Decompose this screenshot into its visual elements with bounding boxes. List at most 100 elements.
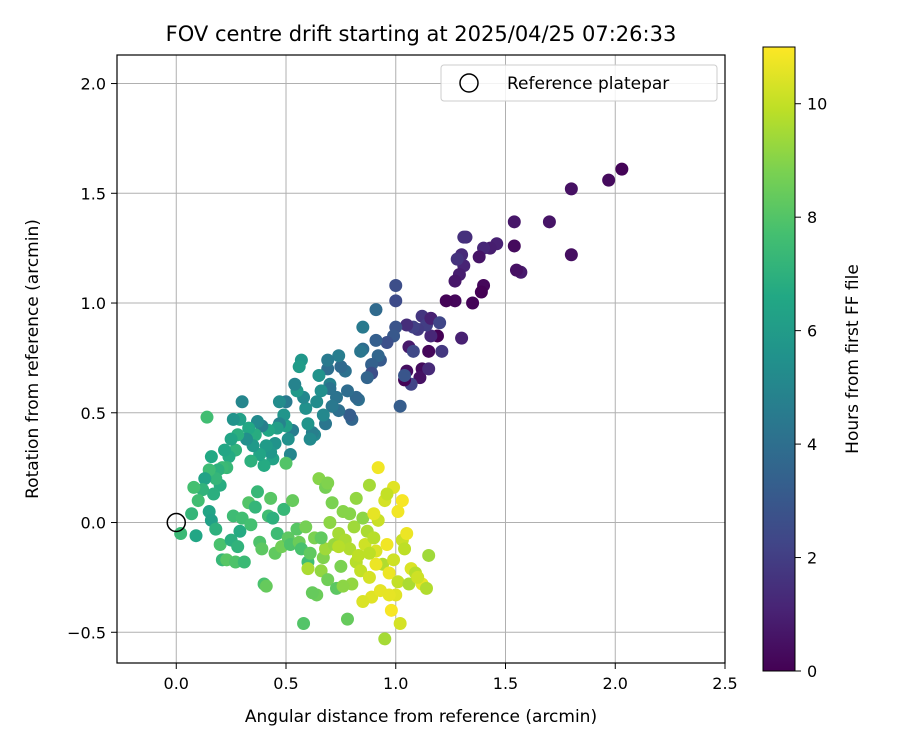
- data-point: [336, 579, 350, 593]
- data-point: [200, 410, 214, 424]
- data-point: [433, 316, 447, 330]
- data-point: [362, 546, 376, 560]
- x-tick-label: 1.5: [493, 674, 518, 693]
- data-point: [343, 408, 357, 422]
- data-point: [279, 456, 293, 470]
- data-point: [218, 443, 232, 457]
- data-point: [393, 399, 407, 413]
- data-point: [391, 575, 405, 589]
- data-point: [332, 540, 346, 554]
- data-point: [259, 579, 273, 593]
- data-point: [264, 491, 278, 505]
- y-tick-label: 1.5: [81, 184, 106, 203]
- data-point: [411, 570, 425, 584]
- data-point: [395, 494, 409, 508]
- colorbar-tick-label: 10: [807, 95, 827, 114]
- data-point: [509, 263, 523, 277]
- data-point: [435, 344, 449, 358]
- data-point: [406, 344, 420, 358]
- plot-frame: [116, 54, 726, 664]
- data-point: [321, 573, 335, 587]
- data-point: [305, 586, 319, 600]
- data-point: [340, 612, 354, 626]
- data-point: [244, 454, 258, 468]
- data-point: [316, 408, 330, 422]
- data-point: [314, 531, 328, 545]
- data-point: [340, 384, 354, 398]
- data-point: [362, 478, 376, 492]
- data-point: [389, 278, 403, 292]
- data-point: [235, 395, 249, 409]
- data-point: [457, 230, 471, 244]
- data-point: [292, 360, 306, 374]
- data-point: [448, 274, 462, 288]
- data-point: [422, 362, 436, 376]
- data-point: [310, 395, 324, 409]
- y-tick-label: −0.5: [67, 623, 106, 642]
- data-point: [237, 555, 251, 569]
- colorbar: 0 2 4 6 8 10 Hours from first FF file: [762, 46, 863, 681]
- data-point: [380, 537, 394, 551]
- colorbar-label: Hours from first FF file: [843, 264, 863, 454]
- legend-marker-reference: [459, 73, 479, 93]
- data-point: [250, 485, 264, 499]
- data-point: [354, 344, 368, 358]
- data-point: [286, 494, 300, 508]
- data-point: [351, 548, 365, 562]
- data-point: [191, 494, 205, 508]
- data-point: [231, 540, 245, 554]
- data-point: [450, 252, 464, 266]
- data-point: [371, 461, 385, 475]
- data-point: [185, 507, 199, 521]
- data-point: [400, 526, 414, 540]
- data-point: [422, 548, 436, 562]
- data-point: [204, 450, 218, 464]
- legend-label-reference: Reference platepar: [507, 74, 669, 94]
- data-point: [198, 472, 212, 486]
- data-point: [299, 520, 313, 534]
- data-point: [321, 476, 335, 490]
- data-point: [369, 557, 383, 571]
- data-point: [474, 285, 488, 299]
- x-axis-ticks: 0.0 0.5 1.0 1.5 2.0 2.5: [164, 663, 738, 693]
- data-point: [387, 553, 401, 567]
- data-point: [299, 401, 313, 415]
- data-point: [439, 294, 453, 308]
- data-point: [244, 518, 258, 532]
- data-point: [325, 496, 339, 510]
- data-point: [369, 303, 383, 317]
- x-tick-label: 2.0: [603, 674, 628, 693]
- data-point: [455, 331, 469, 345]
- data-point: [356, 595, 370, 609]
- data-point: [343, 507, 357, 521]
- data-point: [323, 516, 337, 530]
- data-point: [382, 588, 396, 602]
- data-point: [226, 412, 240, 426]
- data-point: [507, 239, 521, 253]
- data-point: [400, 318, 414, 332]
- data-point: [378, 632, 392, 646]
- data-point: [257, 458, 271, 472]
- colorbar-ticks: 0 2 4 6 8 10: [795, 95, 827, 681]
- data-point: [367, 531, 381, 545]
- data-point: [389, 294, 403, 308]
- data-point: [233, 524, 247, 538]
- data-point: [189, 529, 203, 543]
- data-point: [303, 432, 317, 446]
- legend-box: [440, 64, 718, 102]
- data-point: [398, 542, 412, 556]
- data-point: [174, 526, 188, 540]
- y-axis-label: Rotation from reference (arcmin): [23, 219, 43, 499]
- chart-title: FOV centre drift starting at 2025/04/25 …: [166, 22, 677, 46]
- data-point: [369, 333, 383, 347]
- data-point: [312, 368, 326, 382]
- data-point: [466, 296, 480, 310]
- data-point: [242, 421, 256, 435]
- data-point: [384, 603, 398, 617]
- data-point: [602, 173, 616, 187]
- data-point: [380, 487, 394, 501]
- colorbar-tick-label: 0: [807, 662, 817, 681]
- reference-platepar-marker: [166, 512, 187, 533]
- data-point: [288, 377, 302, 391]
